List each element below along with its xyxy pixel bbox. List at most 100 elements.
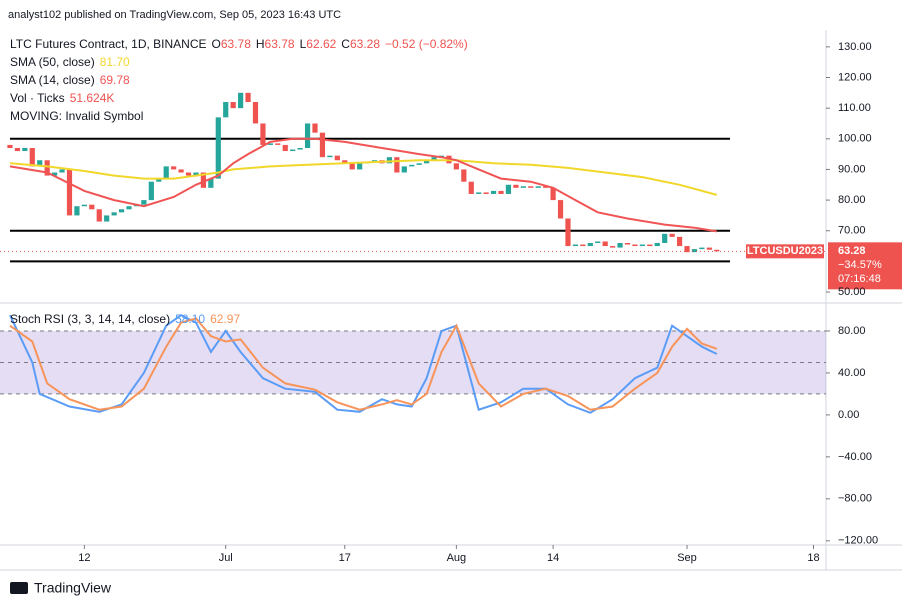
candle (118, 209, 125, 213)
y-tick-label: 50.00 (838, 286, 866, 298)
legend-text: 58.10 (175, 312, 206, 326)
candle (267, 143, 273, 145)
candle (215, 117, 221, 179)
legend-text: C (341, 37, 350, 51)
candle (706, 247, 712, 250)
candle (647, 244, 653, 247)
y-tick-label: −80.00 (838, 493, 872, 505)
x-tick-label: Jul (219, 552, 233, 564)
legend-text: 63.78 (264, 37, 295, 51)
y-tick-label: 130.00 (838, 41, 872, 53)
legend: Stoch RSI (3, 3, 14, 14, close) 58.10 62.9… (10, 312, 245, 326)
y-tick-label: 40.00 (838, 367, 866, 379)
y-tick-label: 110.00 (838, 102, 871, 114)
candle (386, 157, 393, 164)
candle (557, 200, 564, 219)
candle (342, 160, 348, 164)
legend-text: H (255, 37, 265, 51)
candle (565, 218, 571, 247)
candle (260, 123, 266, 145)
candle (349, 163, 355, 170)
candle (431, 157, 437, 161)
candle (535, 186, 541, 188)
candle (148, 181, 154, 201)
candle (513, 184, 519, 188)
candle (580, 244, 586, 247)
candle (245, 92, 251, 103)
y-tick-label: −120.00 (838, 535, 878, 547)
y-tick-label: 120.00 (838, 71, 872, 83)
y-tick-label: 80.00 (838, 325, 866, 337)
candle (371, 160, 378, 162)
candle (282, 144, 288, 152)
legend-text: 81.70 (99, 55, 130, 69)
candle (714, 249, 720, 252)
x-tick-label: Aug (447, 552, 467, 564)
x-tick-label: 14 (547, 552, 559, 564)
candle (304, 123, 311, 148)
candle (252, 102, 259, 124)
candle (490, 190, 497, 194)
price-tag-countdown: 07:16:48 (838, 273, 881, 285)
candle (632, 244, 638, 247)
candle (654, 242, 660, 247)
candle (543, 186, 549, 188)
price-tag-price: 63.28 (838, 245, 866, 257)
candle (297, 147, 303, 150)
candle (104, 215, 110, 222)
candle (22, 147, 28, 152)
candle (44, 160, 50, 176)
candle (639, 244, 645, 247)
candle (29, 147, 35, 167)
candle (14, 147, 21, 152)
y-tick-label: −40.00 (838, 451, 872, 463)
candle (461, 169, 467, 182)
candle (699, 247, 705, 250)
candle (163, 166, 169, 179)
legend-text: Stoch RSI (3, 3, 14, 14, close) (10, 312, 171, 326)
symbol-tag-text: LTCUSDU2023 (747, 245, 823, 257)
candle (327, 155, 333, 158)
legend-text: 62.97 (210, 312, 241, 326)
legend-row: SMA (14, close) 69.78 (10, 71, 473, 89)
candle (684, 246, 690, 253)
price-tag (828, 242, 902, 290)
candle (476, 192, 482, 194)
candle (96, 209, 102, 222)
candle (66, 169, 73, 216)
logo-icon (10, 582, 28, 594)
candle (37, 160, 43, 167)
series-line (9, 137, 717, 233)
price-tag-change: −34.57% (838, 259, 882, 271)
legend-row: SMA (50, close) 81.70 (10, 53, 473, 71)
legend: LTC Futures Contract, 1D, BINANCE O63.78 H… (10, 35, 473, 125)
series-line (9, 314, 718, 414)
legend-text: SMA (50, close) (10, 55, 95, 69)
legend-text: 69.78 (99, 73, 130, 87)
candle (312, 123, 318, 133)
candle (617, 242, 623, 248)
candle (520, 186, 526, 188)
symbol-tag (746, 244, 824, 259)
candle (290, 149, 296, 152)
y-tick-label: 90.00 (838, 163, 866, 175)
x-tick-label: 17 (339, 552, 351, 564)
candle (319, 132, 326, 158)
candle (81, 204, 87, 207)
legend-text: SMA (14, close) (10, 73, 95, 87)
candle (89, 204, 95, 210)
candle (126, 206, 132, 210)
candle (7, 144, 13, 148)
series-line (9, 317, 718, 411)
legend-text: Vol · Ticks (10, 91, 65, 105)
candle (185, 172, 192, 176)
candle (200, 172, 207, 188)
candle (595, 241, 601, 243)
candle (468, 181, 474, 194)
legend-row: LTC Futures Contract, 1D, BINANCE O63.78 H… (10, 35, 473, 53)
candle (610, 246, 616, 248)
candle (453, 163, 459, 170)
candle (208, 178, 214, 188)
candle (401, 166, 407, 173)
